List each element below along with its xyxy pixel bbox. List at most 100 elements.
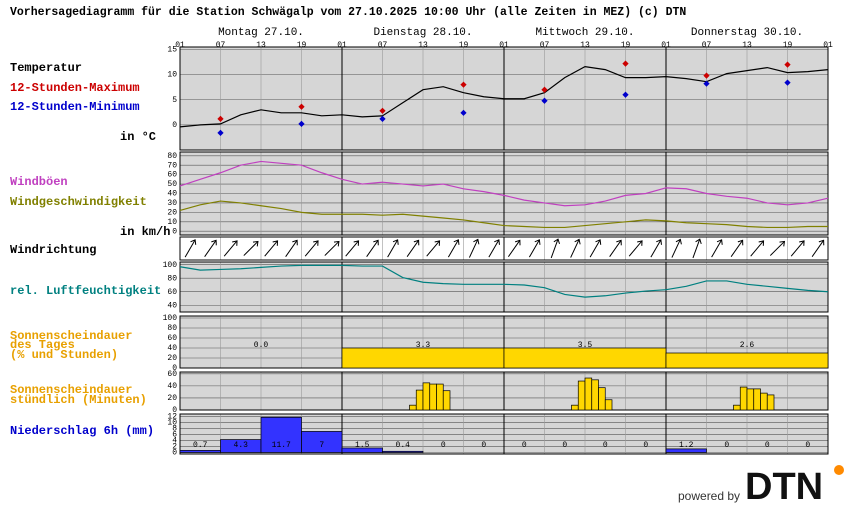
arrow-head xyxy=(616,239,622,246)
wind-arrow xyxy=(488,239,500,258)
series-line xyxy=(179,65,829,128)
time-tick-label: 13 xyxy=(580,41,590,50)
arrow-head xyxy=(373,239,379,246)
series-line xyxy=(179,160,829,207)
arrow-shaft xyxy=(184,239,196,258)
y-tick-label: 12 xyxy=(167,413,177,422)
arrow-shaft xyxy=(243,241,259,256)
wind-arrow xyxy=(589,239,602,258)
value-label: 0 xyxy=(805,441,810,450)
y-tick-label: 0 xyxy=(172,406,177,415)
time-tick-label: 01 xyxy=(823,41,833,50)
wind-arrow xyxy=(447,239,460,258)
arrow-head xyxy=(716,239,723,245)
wind-arrow xyxy=(345,240,360,257)
value-label: 0 xyxy=(441,441,446,450)
wind-arrow xyxy=(285,239,298,257)
arrow-shaft xyxy=(324,241,340,256)
time-tick-label: 01 xyxy=(175,41,185,50)
arrow-head xyxy=(434,240,441,246)
arrow-head xyxy=(758,240,765,246)
wind-arrow xyxy=(304,240,319,257)
y-tick-label: 0 xyxy=(172,227,177,236)
value-label: 4.3 xyxy=(234,441,249,450)
wind-arrow xyxy=(811,239,825,257)
bar xyxy=(591,379,599,411)
y-tick-label: 15 xyxy=(167,46,177,55)
arrow-shaft xyxy=(628,240,643,257)
panel-frame xyxy=(179,261,829,313)
bar xyxy=(382,450,424,453)
time-tick-label: 07 xyxy=(540,41,550,50)
arrow-shaft xyxy=(468,239,479,258)
bar xyxy=(422,382,431,411)
arrow-head xyxy=(313,240,319,246)
arrow-shaft xyxy=(426,240,440,257)
y-tick-label: 40 xyxy=(167,301,177,310)
y-tick-label: 10 xyxy=(167,218,177,227)
y-tick-label: 0 xyxy=(172,121,177,130)
y-tick-label: 80 xyxy=(167,274,177,283)
arrow-head xyxy=(392,239,399,245)
arrow-shaft xyxy=(264,240,278,257)
bar xyxy=(733,404,741,411)
wind-arrow xyxy=(550,238,560,259)
wind-arrow xyxy=(406,239,420,257)
wind-arrow xyxy=(243,240,259,256)
title: Vorhersagediagramm für die Station Schwä… xyxy=(10,6,686,19)
wind-arrow xyxy=(507,239,521,257)
arrow-shaft xyxy=(345,240,359,257)
arrow-shaft xyxy=(285,240,298,257)
wind-arrow xyxy=(184,239,197,258)
arrow-shaft xyxy=(650,239,662,258)
bar xyxy=(415,389,424,411)
y-tick-label: 20 xyxy=(167,394,177,403)
bar xyxy=(746,388,755,411)
bar xyxy=(179,450,221,453)
arrow-head xyxy=(595,239,602,245)
panel-label: Windböen xyxy=(10,175,68,189)
arrow-shaft xyxy=(366,240,379,257)
bar xyxy=(442,390,451,411)
wind-arrow xyxy=(628,240,643,257)
wind-arrow xyxy=(609,239,622,257)
unit-label: in °C xyxy=(120,130,156,144)
y-tick-label: 10 xyxy=(167,71,177,80)
bar xyxy=(571,404,579,411)
arrow-shaft xyxy=(528,239,540,258)
time-tick-label: 07 xyxy=(378,41,388,50)
arrow-shaft xyxy=(204,240,217,257)
y-tick-label: 40 xyxy=(167,382,177,391)
wind-arrow xyxy=(528,239,541,258)
y-tick-label: 8 xyxy=(172,425,177,434)
time-tick-label: 01 xyxy=(499,41,509,50)
arrow-head xyxy=(453,239,460,245)
panel-label: Sonnenscheindauer xyxy=(10,383,132,397)
panel-label: stündlich (Minuten) xyxy=(10,393,147,407)
arrow-shaft xyxy=(447,239,459,258)
bar xyxy=(260,416,302,453)
day-label: Dienstag 28.10. xyxy=(373,27,472,39)
panel-frame xyxy=(179,151,829,236)
bar xyxy=(604,399,613,411)
y-tick-label: 10 xyxy=(167,419,177,428)
arrow-shaft xyxy=(387,239,399,258)
bar xyxy=(429,383,437,411)
arrow-shaft xyxy=(750,240,764,257)
value-label: 0.7 xyxy=(193,441,208,450)
panel-label: des Tages xyxy=(10,338,75,352)
logo-dot xyxy=(834,465,844,475)
arrow-shaft xyxy=(488,239,500,258)
panel-label: Niederschlag 6h (mm) xyxy=(10,424,154,438)
value-label: 11.7 xyxy=(272,441,291,450)
bar xyxy=(665,448,707,453)
wind-arrow xyxy=(223,240,238,257)
y-tick-label: 5 xyxy=(172,96,177,105)
bar xyxy=(753,388,761,411)
y-tick-label: 20 xyxy=(167,208,177,217)
arrow-head xyxy=(799,240,805,246)
y-tick-label: 40 xyxy=(167,190,177,199)
y-tick-label: 60 xyxy=(167,334,177,343)
bar xyxy=(341,347,505,369)
